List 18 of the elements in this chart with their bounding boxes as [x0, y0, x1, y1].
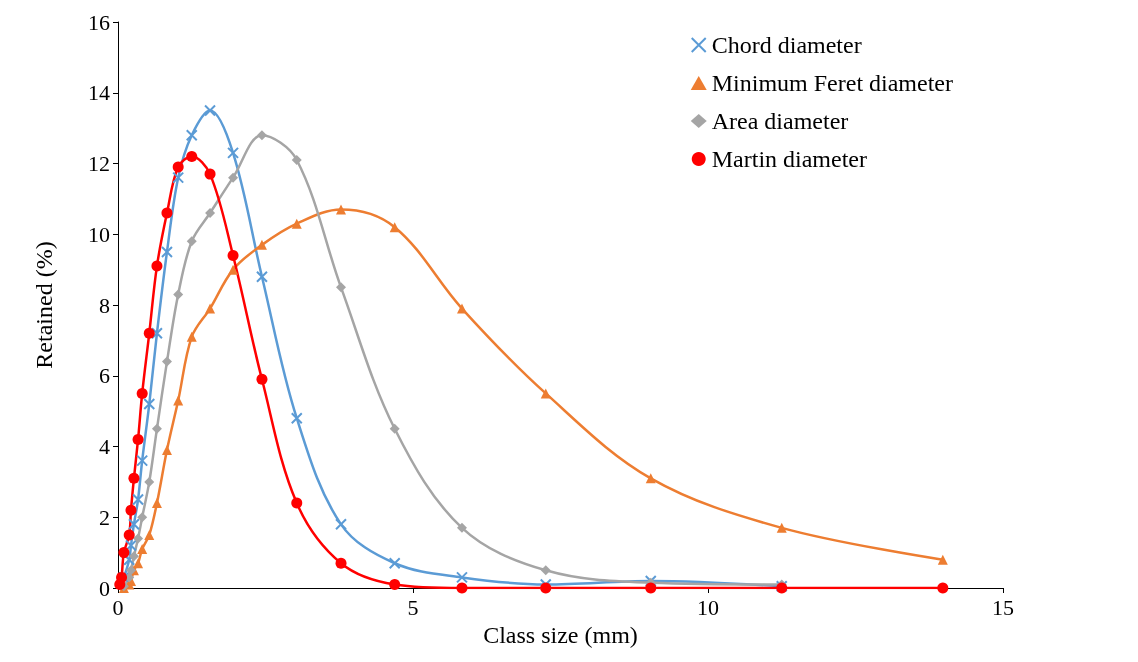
y-tick-label: 8 [99, 292, 110, 318]
x-axis-title: Class size (mm) [483, 621, 638, 648]
y-tick-label: 0 [99, 575, 110, 601]
y-tick-label: 4 [99, 434, 110, 459]
legend-label: Area diameter [711, 108, 849, 134]
y-axis-title: Retained (%) [31, 241, 57, 369]
x-tick-label: 10 [697, 594, 719, 620]
x-tick-label: 5 [407, 594, 419, 620]
legend-label: Martin diameter [711, 146, 867, 172]
y-tick-label: 2 [99, 504, 110, 530]
legend-label: Minimum Feret diameter [711, 70, 954, 96]
x-tick-label: 15 [992, 594, 1014, 620]
y-tick-label: 14 [88, 80, 110, 106]
y-tick-label: 12 [88, 151, 110, 176]
y-tick-label: 10 [88, 221, 110, 247]
y-tick-label: 16 [88, 9, 110, 35]
y-tick-label: 6 [99, 363, 110, 389]
legend-label: Chord diameter [711, 32, 862, 58]
